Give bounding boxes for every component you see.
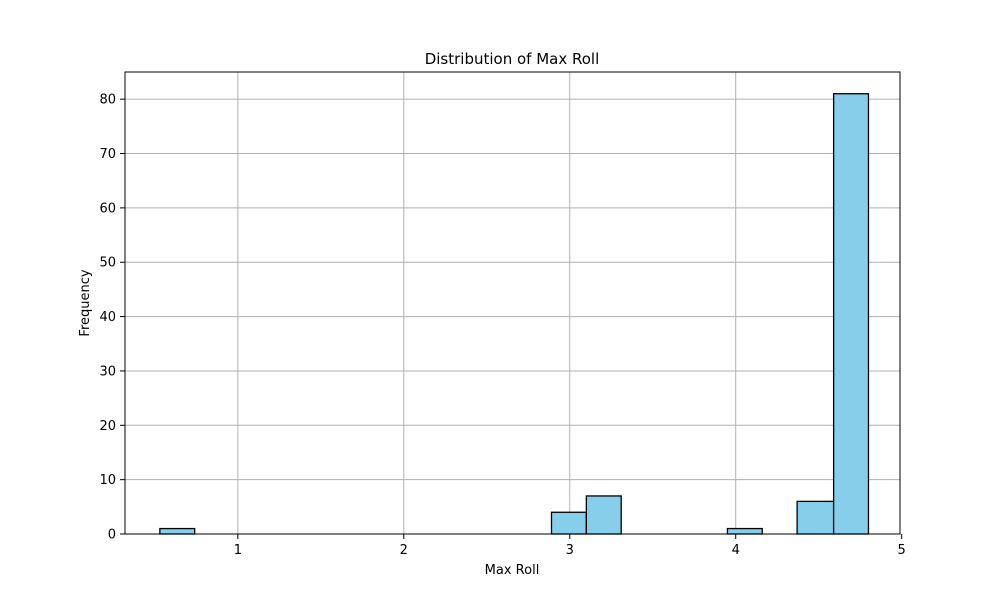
x-tick-label: 2 [400,543,408,558]
y-tick-label: 50 [99,256,116,271]
x-tick-label: 3 [566,543,574,558]
x-tick-label: 1 [234,543,242,558]
y-tick-label: 10 [99,473,116,488]
x-tick-label: 4 [732,543,740,558]
x-axis-ticks: 1 2 3 4 5 [234,534,906,558]
histogram-bar [726,527,763,535]
histogram-bars [159,93,870,535]
y-tick-label: 40 [99,310,116,325]
x-tick-label: 5 [898,543,906,558]
y-tick-label: 30 [99,364,116,379]
y-axis-label: Frequency [78,269,93,336]
y-tick-label: 60 [99,201,116,216]
plot-background [125,72,900,534]
y-tick-label: 70 [99,147,116,162]
x-axis-label: Max Roll [485,563,540,578]
histogram-bar [159,527,196,535]
histogram-bar [832,93,870,535]
y-tick-label: 0 [108,528,116,543]
histogram-bar [585,495,622,535]
y-tick-label: 20 [99,419,116,434]
y-tick-label: 80 [99,93,116,108]
histogram-bar [550,511,587,535]
histogram-bar [796,500,835,535]
y-axis-ticks: 0 10 20 30 40 50 60 70 80 [99,93,125,543]
plot-frame [124,71,901,535]
chart-title: Distribution of Max Roll [425,50,600,68]
